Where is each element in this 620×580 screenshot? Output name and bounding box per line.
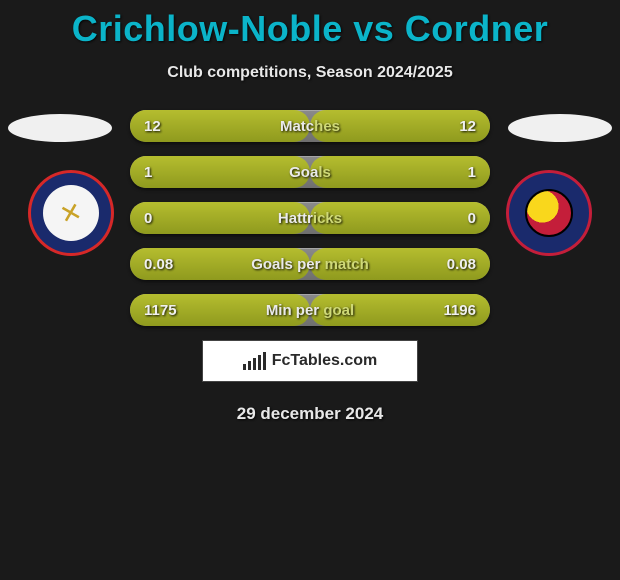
stat-row: 1175Min per goal1196 <box>130 294 490 326</box>
stat-row: 0Hattricks0 <box>130 202 490 234</box>
stats-list: 12Matches12 1Goals1 0Hattricks0 0.08Goals p… <box>130 110 490 326</box>
stat-value-right: 1196 <box>443 302 490 319</box>
stat-label: Goals <box>152 164 467 181</box>
stat-value-left: 0 <box>130 210 152 227</box>
left-country-flag <box>8 114 112 142</box>
stat-label: Matches <box>161 118 460 135</box>
page-subtitle: Club competitions, Season 2024/2025 <box>0 64 620 82</box>
stat-value-right: 0.08 <box>447 256 490 273</box>
stat-value-right: 1 <box>468 164 490 181</box>
brand-text: FcTables.com <box>272 352 378 370</box>
stat-label: Hattricks <box>152 210 467 227</box>
stat-row: 0.08Goals per match0.08 <box>130 248 490 280</box>
stat-value-left: 1 <box>130 164 152 181</box>
bar-chart-icon <box>243 352 266 370</box>
stat-label: Min per goal <box>177 302 444 319</box>
comparison-panel: ✕ 12Matches121Goals10Hattricks00.08Goals… <box>0 110 620 424</box>
stat-label: Goals per match <box>173 256 447 273</box>
stat-value-left: 12 <box>130 118 161 135</box>
comparison-date: 29 december 2024 <box>0 404 620 424</box>
stat-row: 1Goals1 <box>130 156 490 188</box>
stat-row: 12Matches12 <box>130 110 490 142</box>
page-title: Crichlow-Noble vs Cordner <box>0 0 620 50</box>
stat-value-left: 1175 <box>130 302 177 319</box>
right-country-flag <box>508 114 612 142</box>
hammers-icon: ✕ <box>56 195 85 231</box>
brand-badge[interactable]: FcTables.com <box>202 340 418 382</box>
right-club-badge <box>506 170 592 256</box>
stat-value-left: 0.08 <box>130 256 173 273</box>
stat-value-right: 0 <box>468 210 490 227</box>
stat-value-right: 12 <box>459 118 490 135</box>
left-club-badge: ✕ <box>28 170 114 256</box>
